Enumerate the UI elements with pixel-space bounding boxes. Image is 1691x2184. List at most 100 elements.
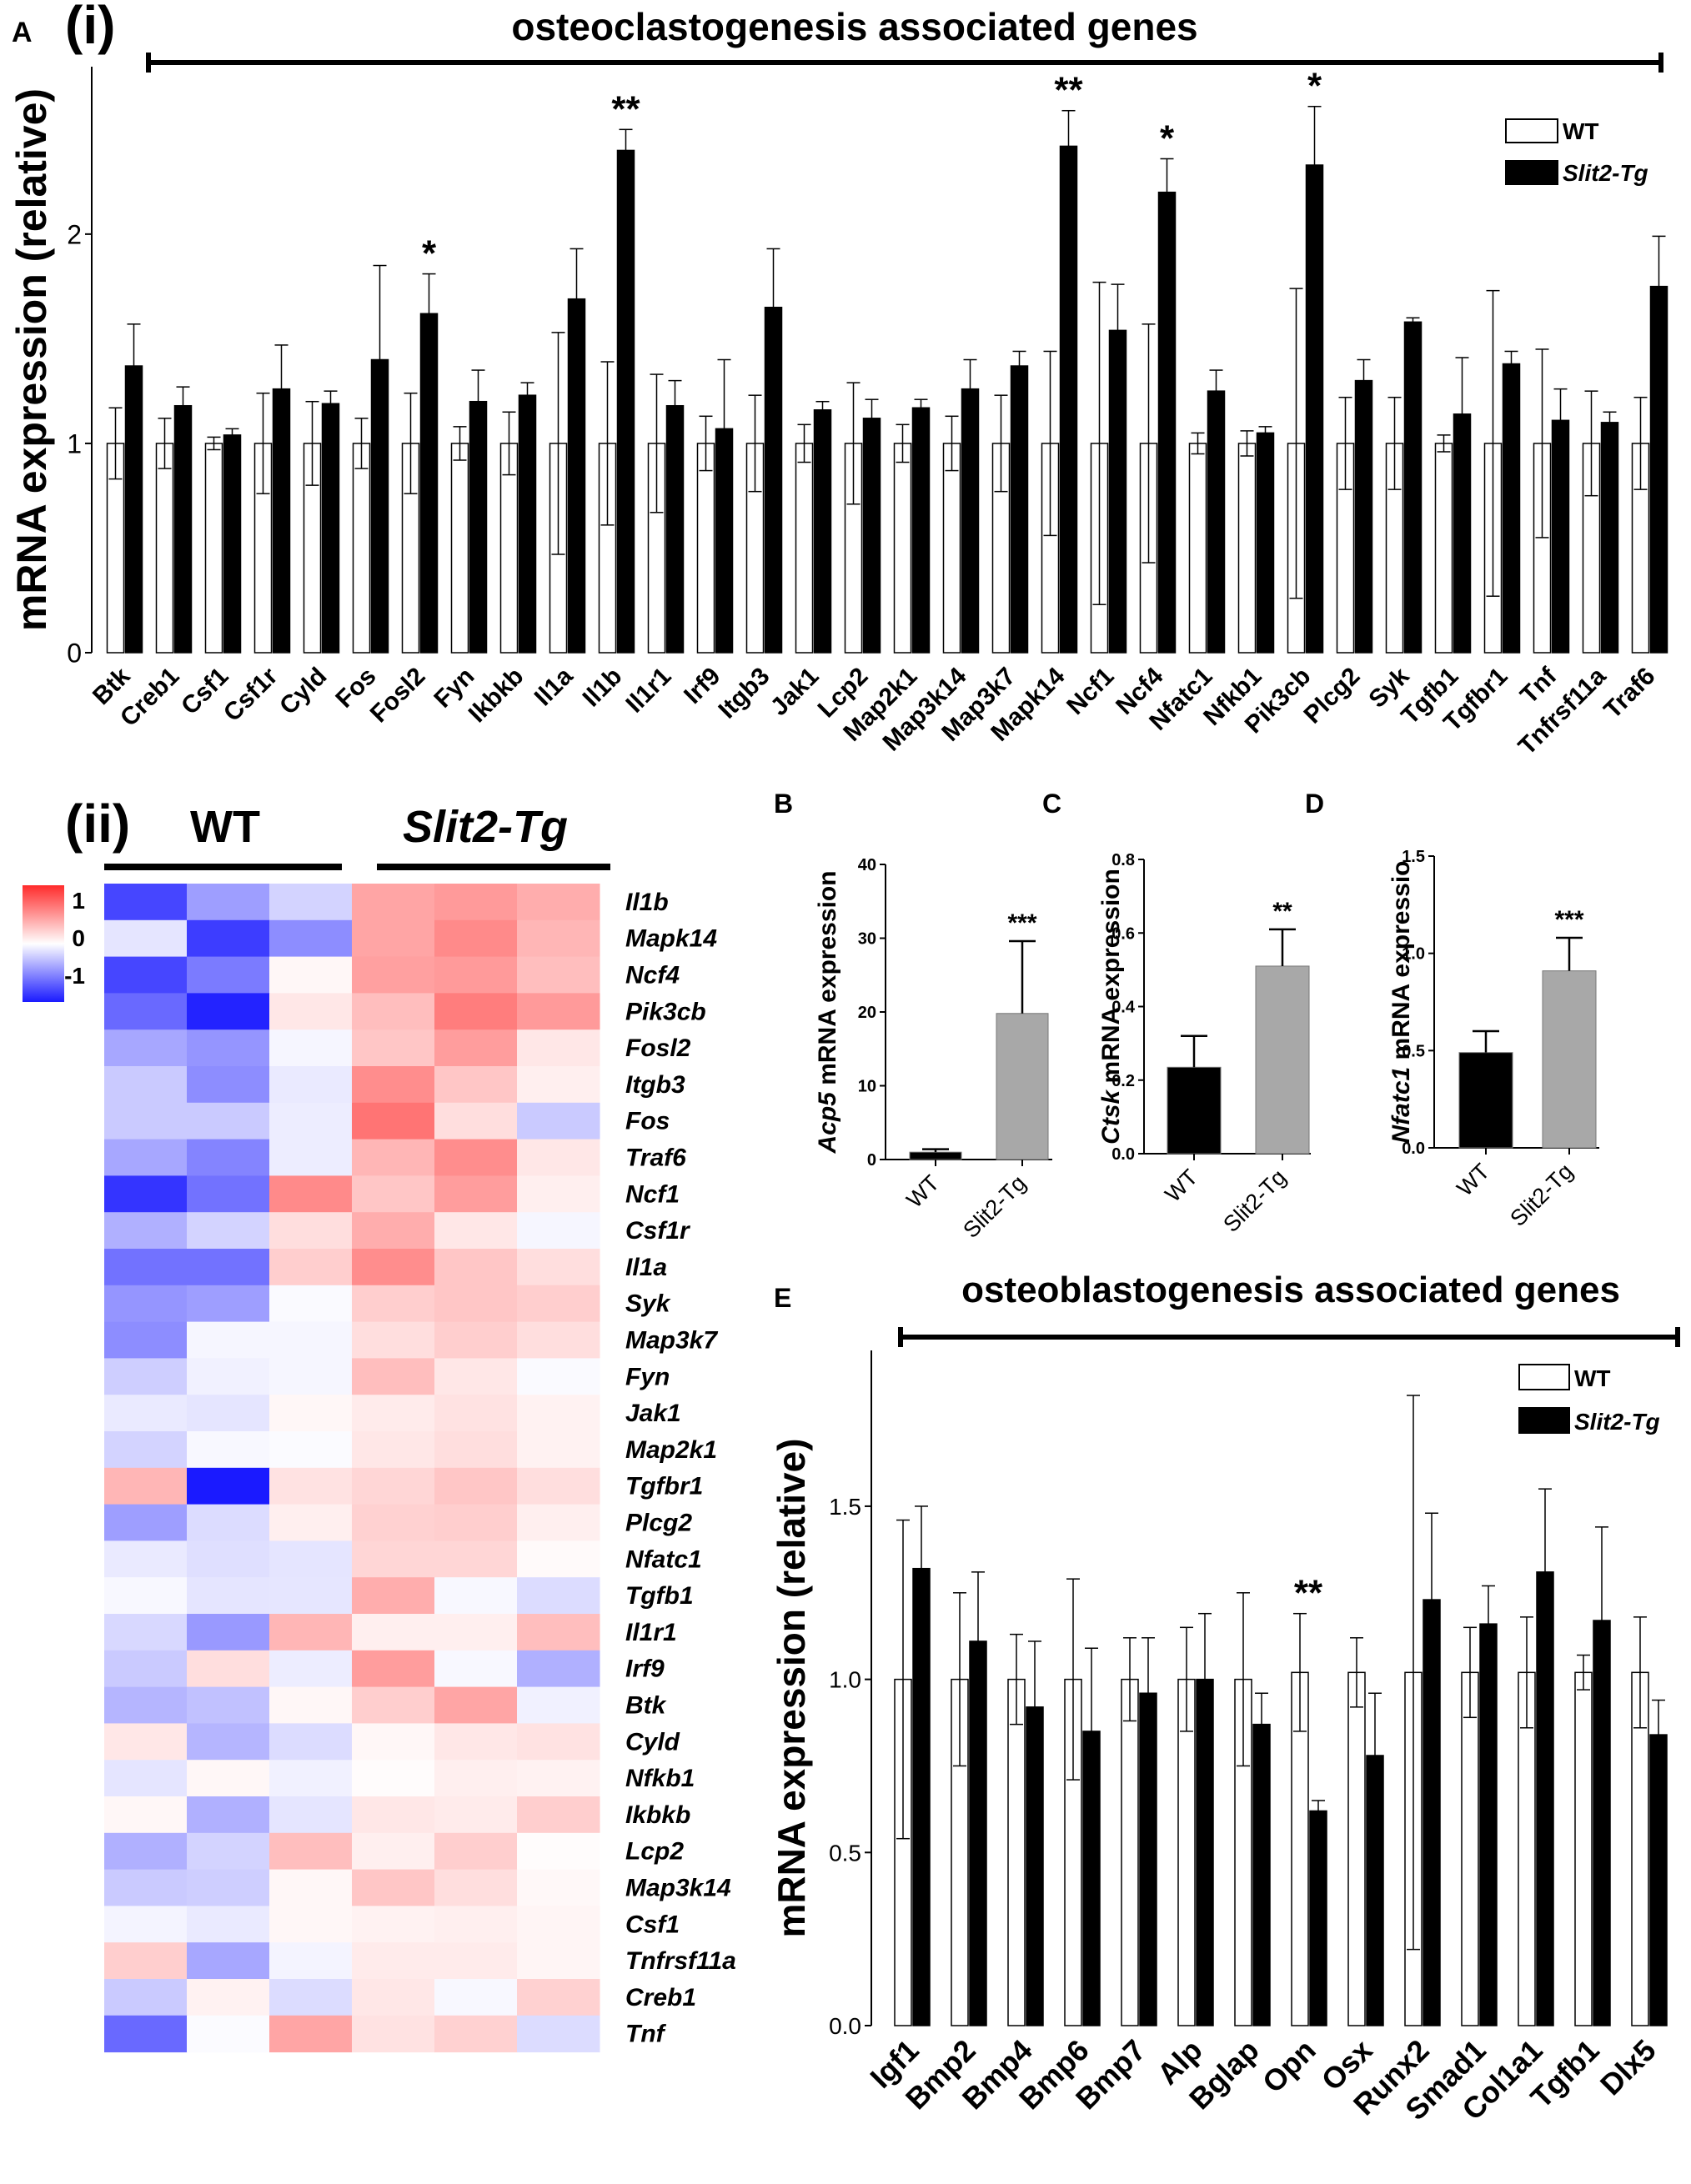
heatmap-cell (517, 1577, 600, 1615)
heatmap-cell (352, 1139, 435, 1176)
heatmap-cell (352, 1321, 435, 1359)
panel-label-E: E (774, 1283, 791, 1313)
bar-wt (942, 443, 961, 654)
legend-swatch-wt (1505, 118, 1558, 143)
heatmap-cell (269, 884, 353, 921)
heatmap-cell (269, 919, 353, 958)
y-tick-label: 1.5 (1402, 848, 1425, 866)
heatmap-cell (517, 956, 600, 994)
heatmap-cell (517, 1321, 600, 1359)
bar-slit2tg (223, 434, 242, 654)
y-axis-label: mRNA expression (relative) (8, 88, 55, 631)
y-tick-label: 0.0 (829, 2013, 861, 2039)
heatmap-row-label: Il1r1 (625, 1619, 677, 1646)
heatmap-row-label: Il1a (625, 1254, 667, 1281)
bar-slit2tg (1649, 285, 1668, 654)
heatmap-cell (517, 1942, 600, 1980)
heatmap-cell (269, 1540, 353, 1578)
x-tick-label: Il1r1 (620, 663, 676, 719)
heatmap-row-label: Csf1r (625, 1217, 691, 1245)
y-tick-label: 1 (67, 428, 82, 458)
heatmap-cell (187, 1686, 270, 1724)
legend-label-slit2tg: Slit2-Tg (1563, 160, 1648, 186)
chart-title: osteoclastogenesis associated genes (511, 5, 1197, 48)
bar-wt (1434, 443, 1453, 654)
heatmap-row-label: Il1b (625, 889, 669, 916)
legend-label-wt: WT (1563, 118, 1599, 144)
heatmap-cell (104, 1650, 188, 1688)
bar-slit2tg (1403, 321, 1423, 654)
heatmap-cell (434, 1906, 518, 1943)
heatmap-row-label: Jak1 (625, 1400, 681, 1427)
bar-slit2tg (1082, 1731, 1101, 2026)
bar-slit2tg (1026, 1706, 1044, 2026)
x-tick-label: Jak1 (765, 663, 825, 722)
x-tick-label: Slit2-Tg (958, 1170, 1031, 1243)
x-tick-label: Itgb3 (713, 663, 775, 724)
significance-marker: ** (611, 88, 640, 129)
y-tick-label: 0.8 (1111, 851, 1135, 869)
heatmap-cell (434, 1467, 518, 1505)
heatmap-cell (104, 1249, 188, 1286)
y-axis-label-rest: mRNA expressio (1387, 860, 1415, 1066)
heatmap-cell (517, 1358, 600, 1395)
heatmap-row-label: Csf1 (625, 1911, 680, 1938)
heatmap-cell (352, 1796, 435, 1834)
heatmap-cell (187, 1431, 270, 1469)
bar-slit2tg (813, 409, 832, 654)
significance-marker: * (1307, 66, 1322, 107)
heatmap-cell (434, 1723, 518, 1761)
heatmap-cell (187, 1832, 270, 1871)
heatmap-row-label: Tgfb1 (625, 1582, 694, 1610)
y-tick-label: 2 (67, 219, 82, 249)
legend-swatch-slit2tg (1518, 1407, 1570, 1434)
heatmap-cell (517, 1614, 600, 1651)
panel-label-A: A (12, 17, 33, 48)
heatmap-cell (269, 1029, 353, 1067)
heatmap-cell (187, 1066, 270, 1104)
significance-marker: * (1160, 118, 1175, 158)
heatmap-cell (434, 1175, 518, 1213)
y-tick-label: 0.5 (829, 1840, 861, 1866)
heatmap-cell (269, 1358, 353, 1395)
colorbar (23, 885, 64, 1002)
bar-slit2tg (1542, 970, 1597, 1149)
bar-slit2tg (1600, 422, 1619, 654)
heatmap-cell (434, 1614, 518, 1651)
heatmap-cell (269, 1906, 353, 1943)
heatmap-cell (517, 1467, 600, 1505)
heatmap-cell (352, 993, 435, 1030)
heatmap-cell (187, 1358, 270, 1395)
bar-slit2tg (996, 1013, 1049, 1160)
heatmap-cell (352, 1249, 435, 1286)
heatmap-cell (269, 1686, 353, 1724)
heatmap-cell (187, 1650, 270, 1688)
heatmap-cell (517, 1285, 600, 1323)
y-tick-label: 0.5 (1402, 1042, 1425, 1060)
chart-osteoblast-bars: osteoblastogenesis associated genes 0.0 0.… (770, 1270, 1680, 2126)
heatmap-cell (434, 993, 518, 1030)
heatmap-cell (104, 1431, 188, 1469)
bar-slit2tg (912, 1567, 931, 2026)
heatmap-cell (104, 1942, 188, 1980)
group-label-wt: WT (190, 802, 260, 852)
bar-slit2tg (1108, 329, 1127, 654)
y-tick-label: 0.4 (1111, 999, 1136, 1017)
y-axis-label-gene: Acp5 (814, 1091, 841, 1155)
heatmap-row-label: Tnfrsf11a (625, 1947, 736, 1975)
heatmap-cell (434, 1979, 518, 2016)
heatmap-row-label: Map3k7 (625, 1327, 718, 1355)
heatmap-cell (104, 993, 188, 1030)
y-tick-label: 1.0 (829, 1667, 861, 1693)
bar-slit2tg (1354, 379, 1373, 654)
group-label-slit2tg: Slit2-Tg (403, 802, 568, 852)
x-tick-label: WT (1452, 1159, 1494, 1201)
heatmap-cell (517, 1139, 600, 1176)
heatmap-cell (104, 1796, 188, 1834)
heatmap-cell (517, 993, 600, 1030)
heatmap-cell (434, 1212, 518, 1250)
heatmap-cell (187, 1723, 270, 1761)
heatmap-cell (434, 956, 518, 994)
heatmap-cell (187, 1577, 270, 1615)
